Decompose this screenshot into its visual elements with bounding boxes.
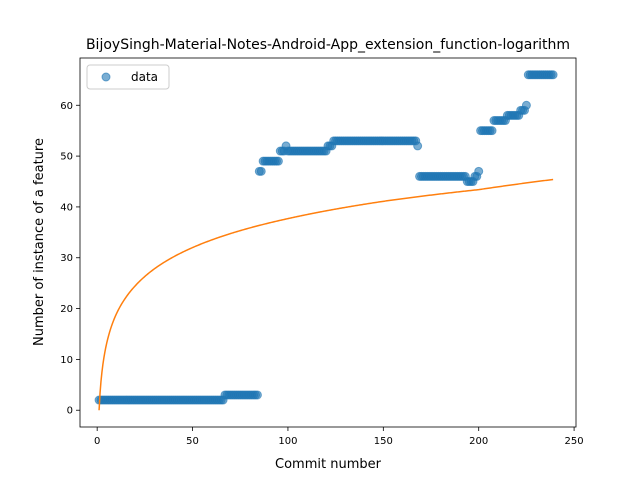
- data-point: [474, 166, 484, 176]
- x-axis: 0 50 100 150 200 250: [94, 427, 584, 447]
- y-axis: 0 10 20 30 40 50 60: [60, 101, 80, 417]
- legend-box: [86, 64, 170, 90]
- fit-curve-group: [98, 178, 554, 411]
- data-point: [413, 141, 423, 151]
- y-axis-label: Number of instance of a feature: [32, 138, 47, 346]
- y-tick-label: 0: [67, 406, 73, 417]
- y-tick-label: 20: [60, 304, 73, 315]
- x-tick-label: 0: [94, 436, 100, 447]
- data-point: [273, 156, 283, 166]
- y-tick-label: 40: [60, 202, 73, 213]
- chart-title: BijoySingh-Material-Notes-Android-App_ex…: [86, 37, 570, 53]
- data-point: [487, 126, 497, 136]
- data-point: [252, 390, 262, 400]
- data-point: [521, 100, 531, 110]
- plot-frame: [79, 57, 577, 428]
- x-tick-label: 200: [469, 436, 488, 447]
- y-tick-label: 60: [60, 101, 73, 112]
- data-point: [256, 166, 266, 176]
- data-point: [548, 70, 558, 80]
- x-tick-label: 50: [186, 436, 199, 447]
- x-tick-label: 150: [374, 436, 393, 447]
- y-tick-label: 10: [60, 355, 73, 366]
- fit-curve: [98, 178, 554, 411]
- legend-marker-data: [101, 72, 111, 82]
- plot-background: [80, 58, 576, 427]
- plot-area: [79, 57, 577, 428]
- x-tick-label: 250: [565, 436, 584, 447]
- x-axis-label: Commit number: [275, 457, 382, 472]
- y-tick-label: 50: [60, 152, 73, 163]
- data-markers: [94, 70, 558, 405]
- legend: data: [86, 64, 170, 90]
- y-tick-label: 30: [60, 253, 73, 264]
- x-tick-label: 100: [278, 436, 297, 447]
- legend-label-data: data: [131, 70, 158, 84]
